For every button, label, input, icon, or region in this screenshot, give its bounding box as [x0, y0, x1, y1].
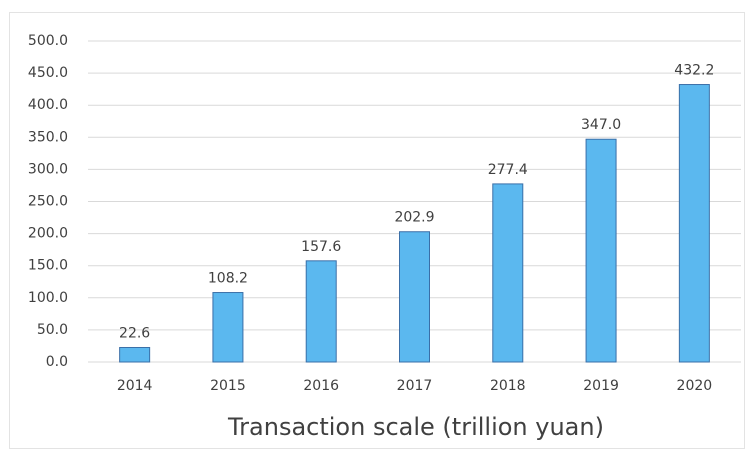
bar: [305, 260, 337, 363]
x-axis-label: Transaction scale (trillion yuan): [227, 413, 604, 441]
y-tick-label: 100.0: [28, 290, 68, 306]
data-label: 432.2: [674, 63, 714, 79]
x-tick-label: 2014: [117, 378, 153, 394]
data-label: 202.9: [394, 210, 434, 226]
bar: [212, 292, 244, 363]
y-tick-label: 400.0: [28, 97, 68, 113]
y-tick-label: 150.0: [28, 258, 68, 274]
data-label: 347.0: [581, 117, 621, 133]
x-tick-label: 2015: [210, 378, 246, 394]
y-tick-label: 350.0: [28, 129, 68, 145]
data-label: 157.6: [301, 239, 341, 255]
bar: [585, 138, 617, 363]
chart-border: [9, 12, 745, 449]
x-tick-label: 2016: [303, 378, 339, 394]
y-tick-label: 50.0: [37, 322, 68, 338]
data-label: 108.2: [208, 271, 248, 287]
bar: [678, 84, 710, 363]
bar: [492, 183, 524, 363]
y-tick-label: 300.0: [28, 161, 68, 177]
y-tick-label: 0.0: [46, 354, 68, 370]
data-label: 22.6: [119, 325, 150, 341]
x-tick-label: 2018: [490, 378, 526, 394]
bar: [399, 231, 430, 363]
bar: [119, 346, 151, 363]
x-tick-label: 2020: [677, 378, 713, 394]
y-tick-label: 450.0: [28, 65, 68, 81]
y-tick-label: 500.0: [28, 33, 68, 49]
y-tick-label: 250.0: [28, 194, 68, 210]
y-tick-label: 200.0: [28, 226, 68, 242]
x-tick-label: 2019: [583, 378, 619, 394]
data-label: 277.4: [488, 162, 528, 178]
x-tick-label: 2017: [397, 378, 433, 394]
